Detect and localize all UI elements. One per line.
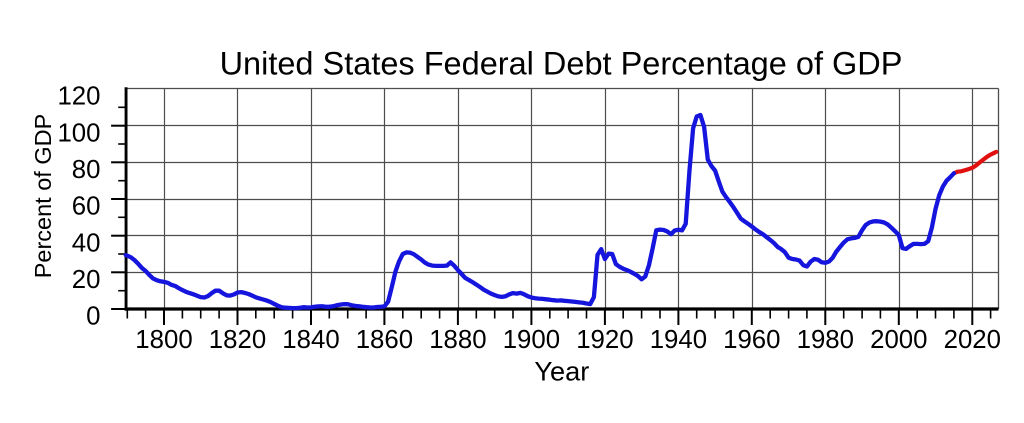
svg-text:1900: 1900 xyxy=(503,326,560,354)
svg-text:United States Federal Debt Per: United States Federal Debt Percentage of… xyxy=(220,45,903,81)
svg-text:1940: 1940 xyxy=(650,326,707,354)
svg-text:100: 100 xyxy=(57,119,100,147)
svg-text:1800: 1800 xyxy=(135,326,192,354)
svg-text:1860: 1860 xyxy=(356,326,413,354)
svg-text:1980: 1980 xyxy=(797,326,854,354)
svg-text:Year: Year xyxy=(534,355,589,386)
svg-text:1920: 1920 xyxy=(576,326,633,354)
svg-text:120: 120 xyxy=(57,83,100,111)
svg-text:1820: 1820 xyxy=(209,326,266,354)
svg-text:1840: 1840 xyxy=(282,326,339,354)
svg-text:80: 80 xyxy=(72,156,101,184)
svg-text:1880: 1880 xyxy=(429,326,486,354)
svg-text:2020: 2020 xyxy=(944,326,1001,354)
svg-text:60: 60 xyxy=(72,193,101,221)
svg-text:20: 20 xyxy=(72,266,101,294)
svg-text:2000: 2000 xyxy=(870,326,927,354)
svg-text:1960: 1960 xyxy=(723,326,780,354)
svg-text:0: 0 xyxy=(86,303,100,331)
svg-text:40: 40 xyxy=(72,229,101,257)
svg-text:Percent of GDP: Percent of GDP xyxy=(30,114,56,279)
